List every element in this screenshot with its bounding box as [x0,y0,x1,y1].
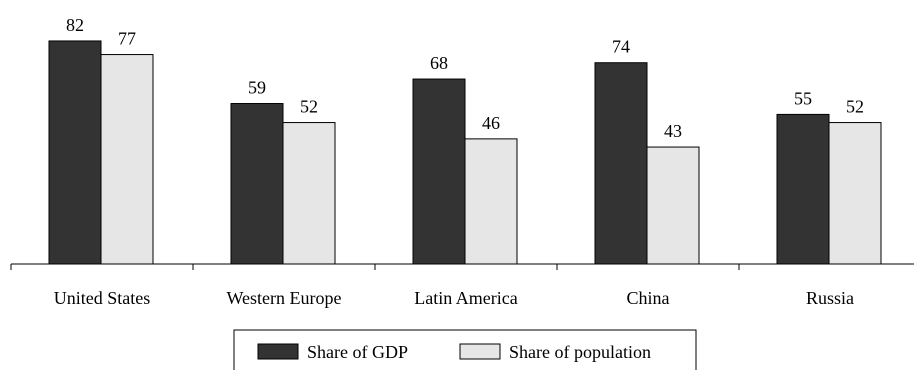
x-tick-label-western-europe: Western Europe [226,288,341,308]
bars-layer [48,40,882,265]
x-axis: United States Western Europe Latin America… [10,263,914,308]
legend: Share of GDP Share of population [233,329,697,370]
legend-swatch-share-of-gdp [257,343,299,360]
bar-share-of-gdp-latin-america [412,78,466,265]
bar-share-of-gdp-china [594,62,648,265]
bar-share-of-population-united-states [100,54,154,265]
x-tick-label-latin-america: Latin America [414,288,517,308]
data-label-share-of-gdp-western-europe: 59 [248,78,266,98]
data-label-share-of-population-united-states: 77 [118,29,136,49]
legend-frame [233,329,697,370]
data-label-share-of-gdp-china: 74 [612,37,630,57]
x-tick-label-china: China [627,288,670,308]
data-labels-layer: 82 77 59 52 68 46 74 43 55 52 [66,15,864,141]
data-label-share-of-gdp-russia: 55 [794,88,812,108]
legend-label-share-of-gdp: Share of GDP [307,342,408,362]
bar-share-of-gdp-russia [776,113,830,265]
data-label-share-of-population-western-europe: 52 [300,97,318,117]
bar-share-of-gdp-united-states [48,40,102,265]
bar-share-of-population-russia [828,122,882,265]
bar-share-of-population-latin-america [464,138,518,265]
bar-share-of-population-western-europe [282,122,336,265]
data-label-share-of-gdp-united-states: 82 [66,15,84,35]
data-label-share-of-population-latin-america: 46 [482,113,500,133]
legend-swatch-share-of-population [459,343,501,360]
data-label-share-of-population-china: 43 [664,121,682,141]
bar-share-of-gdp-western-europe [230,103,284,265]
data-label-share-of-population-russia: 52 [846,97,864,117]
x-tick-label-russia: Russia [806,288,854,308]
bar-share-of-population-china [646,146,700,265]
x-tick-label-united-states: United States [54,288,151,308]
data-label-share-of-gdp-latin-america: 68 [430,53,448,73]
legend-label-share-of-population: Share of population [509,342,651,362]
